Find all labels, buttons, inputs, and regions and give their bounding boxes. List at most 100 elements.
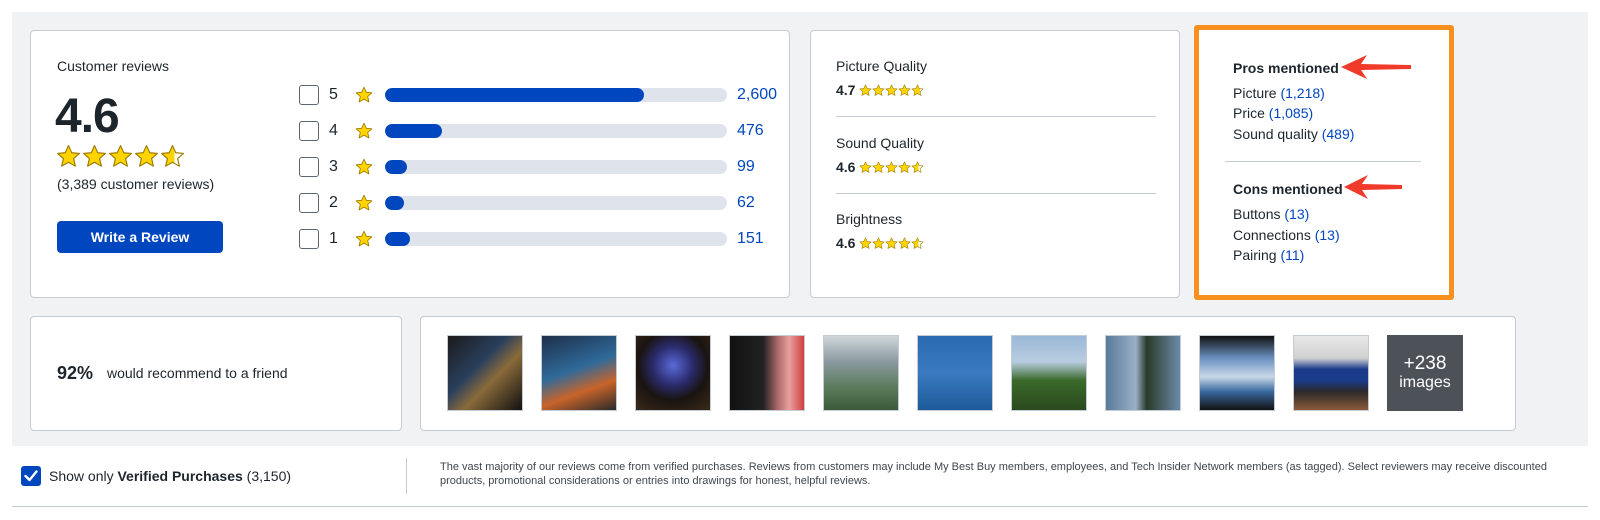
pro-count[interactable]: (1,085) — [1268, 105, 1314, 121]
rating-level: 5 — [329, 86, 338, 103]
pro-item-sound-quality[interactable]: Sound quality (489) — [1233, 126, 1354, 142]
rating-filter-checkbox-4[interactable] — [299, 121, 319, 141]
divider — [12, 506, 1588, 507]
pro-item-picture[interactable]: Picture (1,218) — [1233, 85, 1325, 101]
star-icon — [859, 237, 872, 249]
star-icon — [355, 230, 373, 248]
review-image-thumbnail[interactable] — [1293, 335, 1369, 411]
pro-count[interactable]: (1,218) — [1280, 85, 1325, 101]
star-icon — [872, 84, 885, 96]
pro-count[interactable]: (489) — [1321, 126, 1355, 142]
con-count[interactable]: (11) — [1280, 247, 1305, 263]
star-icon — [859, 84, 872, 96]
pro-label: Sound quality — [1233, 126, 1318, 142]
checkmark-icon — [24, 470, 38, 482]
rating-filter-row-5[interactable]: 5 2,600 — [299, 83, 777, 107]
rating-filter-row-1[interactable]: 1 151 — [299, 227, 764, 251]
rating-level: 4 — [329, 122, 338, 139]
sub-rating-name: Picture Quality — [836, 58, 928, 74]
con-item-connections[interactable]: Connections (13) — [1233, 227, 1340, 243]
recommend-percent: 92% — [57, 363, 94, 383]
rating-filter-row-2[interactable]: 2 62 — [299, 191, 755, 215]
rating-filter-checkbox-5[interactable] — [299, 85, 319, 105]
con-item-pairing[interactable]: Pairing (11) — [1233, 247, 1304, 263]
star-icon — [355, 230, 373, 247]
review-image-thumbnail[interactable] — [1011, 335, 1087, 411]
sub-rating-stars — [859, 237, 924, 250]
star-icon — [56, 144, 81, 167]
sub-rating-stars — [859, 84, 924, 97]
rating-bar-fill — [385, 88, 644, 102]
rating-bar — [385, 232, 727, 246]
overall-rating: 4.6 — [55, 90, 120, 143]
star-icon — [82, 144, 107, 167]
sub-rating-sound-quality: Sound Quality 4.6 — [836, 135, 1156, 175]
review-image-thumbnail[interactable] — [917, 335, 993, 411]
review-image-thumbnail[interactable] — [447, 335, 523, 411]
star-icon — [898, 237, 911, 249]
star-icon — [872, 161, 885, 173]
review-image-thumbnail[interactable] — [729, 335, 805, 411]
star-icon — [859, 161, 872, 173]
rating-count-link[interactable]: 99 — [737, 158, 755, 175]
rating-bar — [385, 160, 727, 174]
con-item-buttons[interactable]: Buttons (13) — [1233, 206, 1309, 222]
verified-purchases-checkbox[interactable] — [21, 466, 41, 486]
sub-rating-value: 4.6 — [836, 235, 856, 251]
star-icon — [355, 122, 373, 139]
review-image-thumbnail[interactable] — [1105, 335, 1181, 411]
rating-filter-checkbox-2[interactable] — [299, 193, 319, 213]
con-count[interactable]: (13) — [1314, 227, 1340, 243]
rating-bar-fill — [385, 232, 410, 246]
con-count[interactable]: (13) — [1284, 206, 1310, 222]
red-arrow-icon — [1341, 55, 1411, 79]
rating-filter-row-4[interactable]: 4 476 — [299, 119, 764, 143]
reviews-disclaimer: The vast majority of our reviews come fr… — [440, 461, 1547, 487]
rating-bar — [385, 124, 727, 138]
more-images-count: +238 — [1403, 353, 1447, 374]
rating-filter-checkbox-1[interactable] — [299, 229, 319, 249]
star-icon — [355, 158, 373, 175]
pros-heading: Pros mentioned — [1233, 60, 1339, 76]
review-image-thumbnail[interactable] — [823, 335, 899, 411]
pro-item-price[interactable]: Price (1,085) — [1233, 105, 1313, 121]
review-count: (3,389 customer reviews) — [57, 176, 215, 192]
divider — [1225, 161, 1421, 162]
star-icon — [885, 161, 898, 173]
rating-level: 1 — [329, 230, 338, 247]
pros-cons-card: Pros mentioned Picture (1,218) Price (1,… — [1194, 25, 1454, 300]
verified-purchases-label[interactable]: Show only Verified Purchases (3,150) — [49, 468, 291, 484]
star-icon — [872, 237, 885, 249]
star-icon — [160, 144, 185, 167]
star-icon — [355, 194, 373, 211]
review-image-thumbnail[interactable] — [1199, 335, 1275, 411]
rating-count-link[interactable]: 476 — [737, 122, 764, 139]
sub-rating-value: 4.7 — [836, 82, 856, 98]
rating-count-link[interactable]: 2,600 — [737, 86, 778, 103]
star-icon — [911, 237, 924, 249]
more-images-label: images — [1399, 374, 1451, 391]
star-icon — [898, 161, 911, 173]
review-image-thumbnail[interactable] — [635, 335, 711, 411]
sub-rating-picture-quality: Picture Quality 4.7 — [836, 58, 1156, 98]
rating-filter-checkbox-3[interactable] — [299, 157, 319, 177]
recommend-card: 92% would recommend to a friend — [30, 316, 402, 431]
star-icon — [911, 161, 924, 173]
customer-reviews-heading: Customer reviews — [57, 58, 170, 74]
more-images-button[interactable]: +238 images — [1387, 335, 1463, 411]
review-image-thumbnail[interactable] — [541, 335, 617, 411]
sub-rating-name: Sound Quality — [836, 135, 924, 151]
rating-bar-fill — [385, 124, 443, 138]
write-review-button[interactable]: Write a Review — [57, 221, 223, 253]
star-icon — [898, 84, 911, 96]
verified-prefix: Show only — [49, 468, 118, 484]
star-icon — [355, 122, 373, 140]
star-icon — [911, 84, 924, 96]
rating-count-link[interactable]: 151 — [737, 230, 764, 247]
recommend-text: would recommend to a friend — [107, 365, 288, 381]
rating-count-link[interactable]: 62 — [737, 194, 755, 211]
star-icon — [355, 194, 373, 212]
rating-bar-fill — [385, 160, 408, 174]
rating-filter-row-3[interactable]: 3 99 — [299, 155, 755, 179]
divider — [406, 458, 407, 494]
